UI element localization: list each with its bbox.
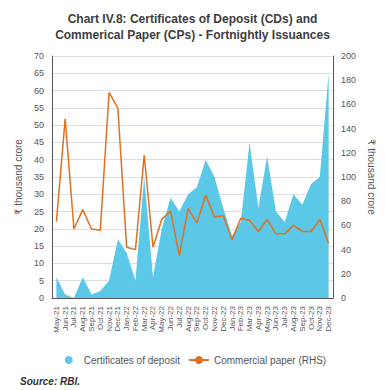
- svg-text:Jan-22: Jan-22: [122, 305, 131, 330]
- svg-text:10: 10: [34, 258, 44, 268]
- svg-text:0: 0: [341, 293, 346, 303]
- svg-text:Jun-21: Jun-21: [61, 305, 70, 330]
- svg-text:100: 100: [341, 172, 356, 182]
- svg-text:65: 65: [34, 68, 44, 78]
- svg-text:45: 45: [34, 137, 44, 147]
- svg-text:Nov-21: Nov-21: [105, 305, 114, 331]
- svg-text:Oct-22: Oct-22: [201, 305, 210, 330]
- svg-text:₹ thousand crore: ₹ thousand crore: [13, 139, 24, 215]
- svg-text:140: 140: [341, 124, 356, 134]
- svg-text:Oct-21: Oct-21: [96, 305, 105, 330]
- svg-text:60: 60: [341, 220, 351, 230]
- svg-text:5: 5: [39, 276, 44, 286]
- svg-text:Sep-21: Sep-21: [87, 305, 96, 331]
- svg-text:Apr-23: Apr-23: [254, 305, 263, 330]
- svg-text:60: 60: [34, 86, 44, 96]
- svg-text:May-21: May-21: [52, 305, 61, 332]
- svg-text:50: 50: [34, 120, 44, 130]
- svg-text:Chart IV.8: Certificates of De: Chart IV.8: Certificates of Deposit (CDs…: [68, 12, 318, 26]
- svg-text:200: 200: [341, 51, 356, 61]
- svg-text:Mar-23: Mar-23: [245, 305, 254, 331]
- svg-text:Commercial paper (RHS): Commercial paper (RHS): [214, 355, 326, 366]
- svg-text:20: 20: [341, 269, 351, 279]
- svg-text:May-23: May-23: [263, 305, 272, 332]
- svg-text:Feb-22: Feb-22: [131, 305, 140, 331]
- svg-text:40: 40: [341, 245, 351, 255]
- svg-text:Dec-22: Dec-22: [219, 305, 228, 331]
- svg-text:₹ thousand crore: ₹ thousand crore: [366, 139, 377, 215]
- svg-text:May-22: May-22: [157, 305, 166, 332]
- svg-text:160: 160: [341, 99, 356, 109]
- svg-text:Nov-22: Nov-22: [210, 305, 219, 331]
- svg-text:Nov-23: Nov-23: [315, 305, 324, 331]
- svg-text:Source: RBI.: Source: RBI.: [20, 376, 80, 387]
- svg-text:55: 55: [34, 103, 44, 113]
- svg-text:Jul-23: Jul-23: [280, 305, 289, 327]
- svg-text:70: 70: [34, 51, 44, 61]
- svg-text:180: 180: [341, 75, 356, 85]
- svg-text:Sep-22: Sep-22: [192, 305, 201, 331]
- svg-text:0: 0: [39, 293, 44, 303]
- svg-text:Jul-21: Jul-21: [69, 305, 78, 327]
- svg-text:Commerical Paper (CPs) - Fortn: Commerical Paper (CPs) - Fortnightly Iss…: [55, 28, 330, 42]
- svg-text:Feb-23: Feb-23: [236, 305, 245, 331]
- svg-text:120: 120: [341, 148, 356, 158]
- svg-text:20: 20: [34, 224, 44, 234]
- svg-text:15: 15: [34, 241, 44, 251]
- svg-text:Jun-23: Jun-23: [271, 305, 280, 330]
- svg-text:Jan-23: Jan-23: [228, 305, 237, 330]
- svg-text:Dec-21: Dec-21: [113, 305, 122, 331]
- svg-text:Sep-23: Sep-23: [298, 305, 307, 331]
- svg-text:40: 40: [34, 155, 44, 165]
- svg-text:Jul-22: Jul-22: [175, 305, 184, 327]
- svg-text:Dec-23: Dec-23: [324, 305, 333, 331]
- svg-text:35: 35: [34, 172, 44, 182]
- svg-text:80: 80: [341, 196, 351, 206]
- svg-text:Aug-23: Aug-23: [289, 305, 298, 331]
- svg-text:Oct-23: Oct-23: [307, 305, 316, 330]
- svg-text:Jun-22: Jun-22: [166, 305, 175, 330]
- svg-text:Aug-21: Aug-21: [78, 305, 87, 331]
- svg-text:Certificates of deposit: Certificates of deposit: [84, 355, 180, 366]
- svg-text:30: 30: [34, 189, 44, 199]
- svg-text:25: 25: [34, 207, 44, 217]
- svg-text:Apr-22: Apr-22: [148, 305, 157, 330]
- svg-text:Mar-22: Mar-22: [140, 305, 149, 331]
- svg-text:Aug-22: Aug-22: [184, 305, 193, 331]
